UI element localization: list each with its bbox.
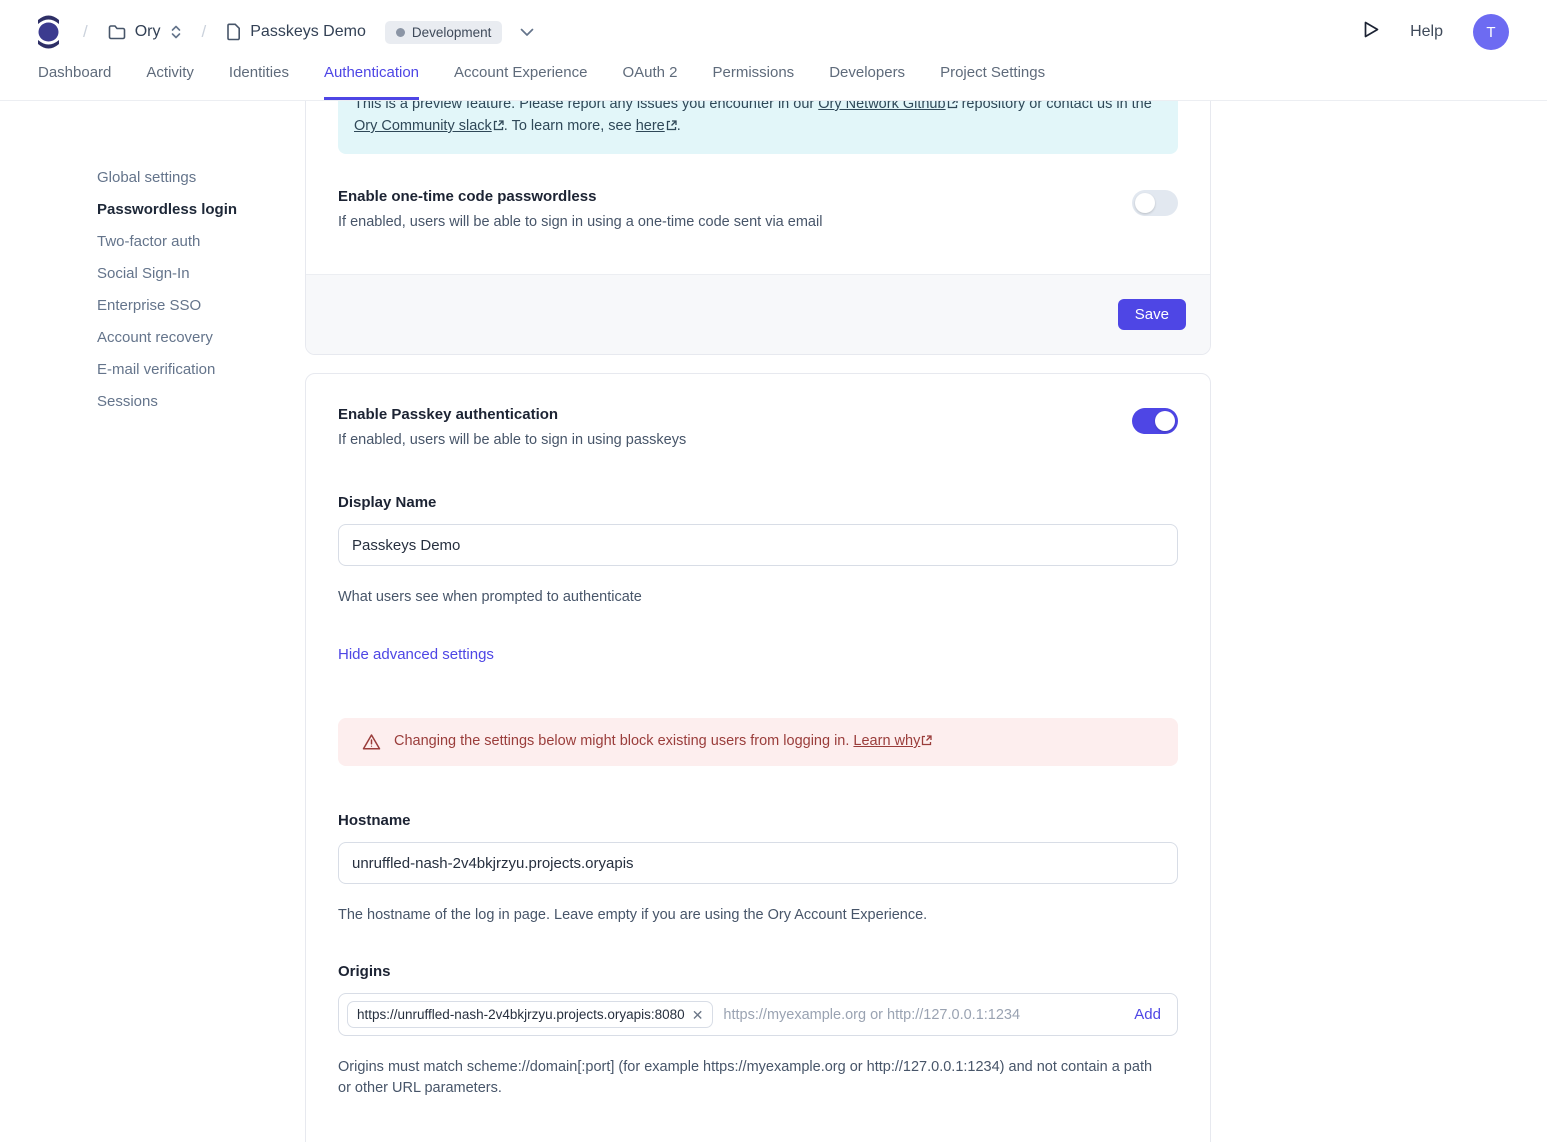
settings-content: This is a preview feature. Please report…: [305, 101, 1211, 1142]
hide-advanced-settings-link[interactable]: Hide advanced settings: [338, 646, 494, 663]
settings-warning-banner: Changing the settings below might block …: [338, 718, 1178, 766]
hostname-section: Hostname The hostname of the log in page…: [338, 812, 1178, 926]
chevron-down-icon[interactable]: [520, 28, 534, 37]
hostname-helper: The hostname of the log in page. Leave e…: [338, 907, 928, 923]
environment-dot-icon: [395, 27, 405, 37]
passkey-description: If enabled, users will be able to sign i…: [338, 432, 687, 448]
save-button[interactable]: Save: [1117, 299, 1186, 330]
preview-feature-notice: This is a preview feature. Please report…: [338, 101, 1178, 154]
display-name-section: Display Name What users see when prompte…: [338, 494, 1178, 664]
ory-network-github-link[interactable]: Ory Network Github: [818, 101, 946, 112]
toggle-knob: [1155, 411, 1175, 431]
notice-text: . To learn more, see: [503, 118, 636, 134]
one-time-code-description: If enabled, users will be able to sign i…: [338, 214, 823, 230]
folder-icon: [108, 24, 126, 40]
sidebar-item-account-recovery[interactable]: Account recovery: [97, 329, 213, 346]
origin-chip: https://unruffled-nash-2v4bkjrzyu.projec…: [347, 1001, 714, 1028]
add-origin-button[interactable]: Add: [1134, 1006, 1161, 1023]
display-name-label: Display Name: [338, 494, 437, 511]
origins-label: Origins: [338, 963, 391, 980]
passkey-card-body: Enable Passkey authentication If enabled…: [306, 374, 1210, 1142]
origin-chip-value: https://unruffled-nash-2v4bkjrzyu.projec…: [357, 1007, 685, 1022]
workspace-name: Ory: [134, 23, 161, 40]
passkey-title: Enable Passkey authentication: [338, 406, 559, 423]
breadcrumb-workspace[interactable]: Ory: [108, 23, 182, 41]
ory-logo-icon[interactable]: [34, 13, 63, 51]
app-header: / Ory / Passkeys Demo Development: [0, 0, 1547, 64]
warning-triangle-icon: [362, 733, 381, 751]
help-link[interactable]: Help: [1410, 23, 1443, 40]
sidebar-item-enterprise-sso[interactable]: Enterprise SSO: [97, 297, 202, 314]
sidebar-item-sessions[interactable]: Sessions: [97, 393, 158, 410]
tab-authentication[interactable]: Authentication: [323, 64, 420, 100]
origins-helper: Origins must match scheme://domain[:port…: [338, 1059, 1153, 1096]
tab-dashboard[interactable]: Dashboard: [38, 64, 112, 81]
remove-origin-icon[interactable]: ✕: [691, 1006, 704, 1023]
avatar[interactable]: T: [1473, 14, 1509, 50]
breadcrumb-separator: /: [83, 22, 88, 41]
main-area: Global settings Passwordless login Two-f…: [0, 101, 1547, 1142]
main-nav-tabs: Dashboard Activity Identities Authentica…: [0, 64, 1547, 101]
tab-account-experience[interactable]: Account Experience: [454, 64, 588, 81]
breadcrumb-separator: /: [201, 22, 207, 41]
tab-activity[interactable]: Activity: [146, 64, 194, 81]
learn-why-link[interactable]: Learn why: [853, 733, 921, 749]
sidebar-item-global-settings[interactable]: Global settings: [97, 169, 197, 186]
warning-text: Changing the settings below might block …: [394, 733, 854, 749]
hostname-input[interactable]: [338, 842, 1178, 884]
workspace-switcher-icon[interactable]: [170, 24, 182, 40]
sidebar-item-two-factor-auth[interactable]: Two-factor auth: [97, 233, 201, 250]
toggle-knob: [1135, 193, 1155, 213]
sidebar-item-passwordless-login[interactable]: Passwordless login: [97, 201, 238, 218]
environment-badge[interactable]: Development: [384, 20, 503, 44]
sidebar-item-email-verification[interactable]: E-mail verification: [97, 361, 216, 378]
notice-text: .: [676, 118, 681, 134]
one-time-code-title: Enable one-time code passwordless: [338, 188, 597, 205]
notice-text: This is a preview feature. Please report…: [354, 101, 819, 112]
sidebar-item-social-sign-in[interactable]: Social Sign-In: [97, 265, 190, 282]
one-time-code-card: This is a preview feature. Please report…: [305, 101, 1211, 355]
passkey-toggle[interactable]: [1132, 408, 1178, 434]
hostname-label: Hostname: [338, 812, 411, 829]
tab-identities[interactable]: Identities: [228, 64, 289, 81]
one-time-code-card-footer: Save: [306, 274, 1210, 354]
project-name: Passkeys Demo: [250, 23, 366, 40]
external-link-icon: [666, 117, 677, 138]
external-link-icon: [921, 732, 932, 753]
external-link-icon: [947, 101, 958, 116]
tab-oauth2[interactable]: OAuth 2: [622, 64, 678, 81]
learn-more-here-link[interactable]: here: [635, 118, 665, 134]
tab-project-settings[interactable]: Project Settings: [940, 64, 1046, 81]
environment-label: Development: [411, 24, 492, 40]
origins-section: Origins https://unruffled-nash-2v4bkjrzy…: [338, 963, 1178, 1099]
tab-permissions[interactable]: Permissions: [712, 64, 795, 81]
one-time-code-card-body: This is a preview feature. Please report…: [306, 101, 1210, 274]
passkey-row: Enable Passkey authentication If enabled…: [338, 406, 1178, 448]
origins-input[interactable]: [723, 1006, 1125, 1023]
display-name-helper: What users see when prompted to authenti…: [338, 589, 642, 605]
ory-community-slack-link[interactable]: Ory Community slack: [354, 118, 492, 134]
breadcrumb-project[interactable]: Passkeys Demo Development: [226, 20, 534, 44]
run-icon[interactable]: [1363, 20, 1380, 44]
one-time-code-row: Enable one-time code passwordless If ena…: [338, 188, 1178, 230]
document-icon: [226, 23, 241, 41]
notice-text: repository or contact us in the: [957, 101, 1152, 112]
display-name-input[interactable]: [338, 524, 1178, 566]
settings-sidebar: Global settings Passwordless login Two-f…: [0, 101, 305, 1142]
passkey-card: Enable Passkey authentication If enabled…: [305, 373, 1211, 1142]
external-link-icon: [493, 117, 504, 138]
tab-developers[interactable]: Developers: [829, 64, 906, 81]
one-time-code-toggle[interactable]: [1132, 190, 1178, 216]
origins-box: https://unruffled-nash-2v4bkjrzyu.projec…: [338, 993, 1178, 1036]
